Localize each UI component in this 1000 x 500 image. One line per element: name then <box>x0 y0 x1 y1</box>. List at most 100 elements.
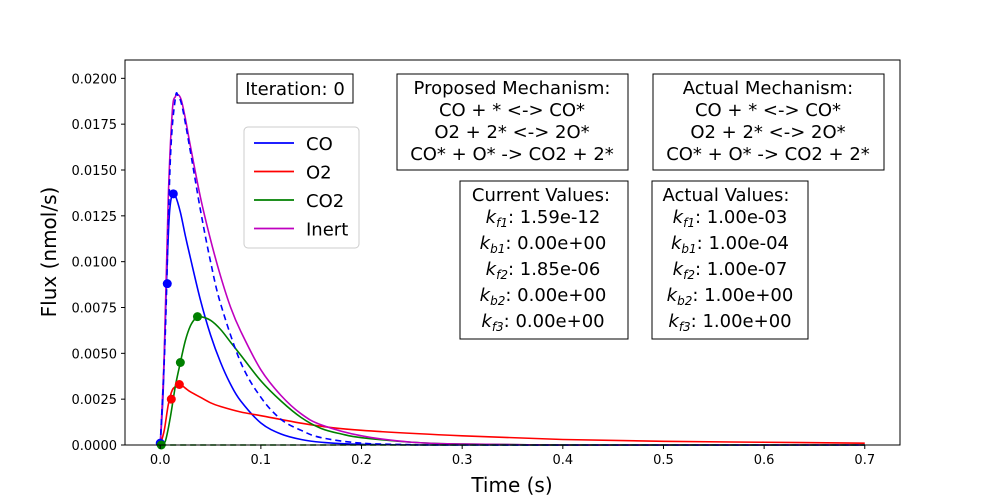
rate-constant-subscript: b1 <box>681 242 696 256</box>
rate-constant-value: : 1.85e-06 <box>508 259 600 280</box>
rate-constant-subscript: f1 <box>496 216 508 230</box>
proposed-mechanism-line: O2 + 2* <-> 2O* <box>434 122 589 143</box>
proposed-mechanism-title: Proposed Mechanism: <box>414 78 611 99</box>
legend-label: O2 <box>306 163 332 184</box>
rate-constant-row: kb1: 1.00e-04 <box>671 233 789 256</box>
rate-constant-value: : 1.59e-12 <box>508 207 600 228</box>
data-point-marker <box>166 394 176 404</box>
data-point-marker <box>174 380 184 389</box>
proposed-mechanism-box: Proposed Mechanism: CO + * <-> CO* O2 + … <box>396 73 629 171</box>
rate-constant-row: kf2: 1.85e-06 <box>486 259 601 282</box>
plot-frame <box>124 59 901 446</box>
x-axis-ticks: 0.0 0.1 0.2 0.3 0.4 0.5 0.6 0.7 <box>150 445 875 468</box>
current-values-frame <box>459 180 629 340</box>
legend: CO O2 CO2 Inert <box>243 126 360 249</box>
actual-mechanism-box: Actual Mechanism: CO + * <-> CO* O2 + 2*… <box>652 73 885 171</box>
rate-constant-symbol: k <box>667 285 679 306</box>
actual-mechanism-title: Actual Mechanism: <box>683 78 853 99</box>
actual-mechanism-line: O2 + 2* <-> 2O* <box>690 122 845 143</box>
rate-constant-subscript: f2 <box>683 268 695 282</box>
y-tick-label: 0.0075 <box>72 302 118 317</box>
legend-label: CO <box>306 134 333 155</box>
x-tick-label: 0.0 <box>150 453 171 468</box>
rate-constant-subscript: b2 <box>677 294 692 308</box>
rate-constant-row: kf1: 1.59e-12 <box>486 207 601 230</box>
legend-label: CO2 <box>306 191 344 212</box>
rate-constant-value: : 0.00e+00 <box>504 311 605 332</box>
iteration-box-frame <box>236 73 354 104</box>
legend-label: Inert <box>306 220 348 241</box>
proposed-mechanism-frame <box>396 73 629 171</box>
x-tick-label: 0.3 <box>452 453 473 468</box>
rate-constant-subscript: b1 <box>490 242 505 256</box>
y-axis-label: Flux (nmol/s) <box>37 187 61 318</box>
rate-constant-symbol: k <box>671 233 683 254</box>
rate-constant-row: kb2: 1.00e+00 <box>667 285 794 308</box>
y-tick-label: 0.0150 <box>72 164 118 179</box>
x-tick-label: 0.1 <box>251 453 272 468</box>
series-line-inert <box>159 93 865 446</box>
rate-constant-row: kf3: 1.00e+00 <box>668 311 791 334</box>
proposed-mechanism-line: CO + * <-> CO* <box>439 100 585 121</box>
x-tick-label: 0.4 <box>552 453 573 468</box>
iteration-text: Iteration: 0 <box>245 79 345 100</box>
rate-constant-symbol: k <box>486 207 498 228</box>
y-tick-label: 0.0025 <box>72 393 118 408</box>
rate-constant-symbol: k <box>668 311 680 332</box>
legend-entries: CO O2 CO2 Inert <box>254 134 348 241</box>
actual-values-title: Actual Values: <box>663 185 790 206</box>
actual-values-frame <box>651 180 809 340</box>
rate-constant-value: : 1.00e-04 <box>697 233 789 254</box>
rate-constant-symbol: k <box>486 259 498 280</box>
rate-constant-symbol: k <box>673 259 685 280</box>
y-tick-label: 0.0125 <box>72 210 118 225</box>
rate-constant-subscript: f1 <box>683 216 695 230</box>
y-tick-label: 0.0050 <box>72 347 118 362</box>
actual-mechanism-frame <box>652 73 885 171</box>
current-values-title: Current Values: <box>472 185 610 206</box>
rate-constant-subscript: b2 <box>490 294 505 308</box>
y-tick-label: 0.0000 <box>72 439 118 454</box>
rate-constant-row: kb2: 0.00e+00 <box>480 285 607 308</box>
rate-constant-value: : 1.00e+00 <box>692 285 793 306</box>
rate-constant-value: : 0.00e+00 <box>505 285 606 306</box>
rate-constant-value: : 1.00e-03 <box>695 207 787 228</box>
rate-constant-value: : 1.00e-07 <box>695 259 787 280</box>
actual-mechanism-line: CO* + O* -> CO2 + 2* <box>666 144 870 165</box>
y-tick-label: 0.0100 <box>72 256 118 271</box>
rate-constant-row: kf2: 1.00e-07 <box>673 259 788 282</box>
legend-frame <box>243 126 360 249</box>
rate-constant-row: kb1: 0.00e+00 <box>480 233 607 256</box>
series-line-o2 <box>159 383 865 446</box>
x-tick-label: 0.2 <box>351 453 372 468</box>
rate-constant-value: : 1.00e+00 <box>691 311 792 332</box>
proposed-mechanism-line: CO* + O* -> CO2 + 2* <box>410 144 614 165</box>
data-point-marker <box>192 312 202 322</box>
rate-constant-row: kf1: 1.00e-03 <box>673 207 788 230</box>
x-tick-label: 0.5 <box>653 453 674 468</box>
rate-constant-subscript: f2 <box>496 268 508 282</box>
rate-constant-symbol: k <box>480 233 492 254</box>
data-point-marker <box>168 189 178 199</box>
rate-constant-symbol: k <box>480 285 492 306</box>
iteration-box: Iteration: 0 <box>236 73 354 104</box>
y-axis-ticks: 0.0000 0.0025 0.0050 0.0075 0.0100 0.0125 0.01… <box>72 72 125 454</box>
data-point-marker <box>162 279 172 289</box>
y-tick-label: 0.0200 <box>72 72 118 87</box>
x-axis-label: Time (s) <box>470 473 552 497</box>
actual-mechanism-line: CO + * <-> CO* <box>695 100 841 121</box>
rate-constant-symbol: k <box>673 207 685 228</box>
rate-constant-value: : 0.00e+00 <box>505 233 606 254</box>
rate-constant-subscript: f3 <box>679 320 691 334</box>
rate-constant-symbol: k <box>481 311 493 332</box>
rate-constant-subscript: f3 <box>492 320 504 334</box>
y-tick-label: 0.0175 <box>72 118 118 133</box>
rate-constant-row: kf3: 0.00e+00 <box>481 311 604 334</box>
x-tick-label: 0.6 <box>754 453 775 468</box>
x-tick-label: 0.7 <box>854 453 875 468</box>
